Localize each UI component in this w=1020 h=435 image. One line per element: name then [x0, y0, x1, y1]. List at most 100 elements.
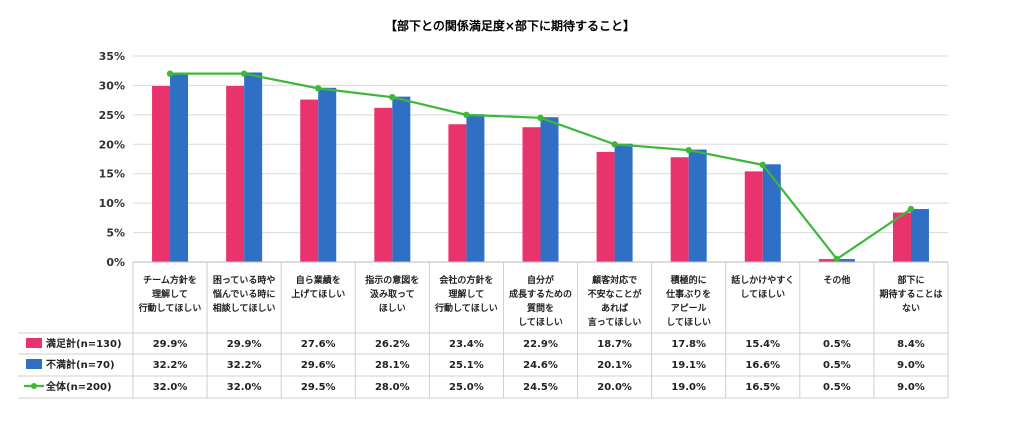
category-label: ない: [902, 303, 920, 314]
category-label: 言ってほしい: [588, 316, 642, 328]
table-value: 32.0%: [227, 382, 262, 393]
category-label: してほしい: [740, 289, 785, 300]
category-label: 困っている時や: [213, 274, 276, 286]
table-value: 16.6%: [745, 360, 780, 371]
table-value: 25.1%: [449, 360, 484, 371]
table-value: 20.0%: [597, 382, 632, 393]
bar-unsatisfied: [836, 259, 855, 262]
table-value: 9.0%: [897, 382, 925, 393]
category-label: チーム方針を: [143, 274, 197, 286]
bar-unsatisfied: [170, 72, 189, 262]
category-label: 仕事ぶりを: [665, 288, 711, 300]
category-label: 行動してほしい: [138, 302, 202, 314]
table-value: 22.9%: [523, 339, 558, 350]
table-value: 17.8%: [671, 339, 706, 350]
category-label: 汲み取って: [370, 288, 415, 300]
table-value: 16.5%: [745, 382, 780, 393]
category-label: 相談してほしい: [213, 302, 276, 314]
y-tick-label: 10%: [99, 197, 125, 210]
bar-unsatisfied: [762, 164, 781, 262]
category-label: してほしい: [518, 317, 563, 328]
table-value: 20.1%: [597, 360, 632, 371]
y-tick-label: 25%: [99, 109, 125, 122]
bar-satisfied: [448, 124, 467, 262]
category-label: 指示の意図を: [365, 274, 419, 286]
y-tick-label: 20%: [99, 138, 125, 151]
table-value: 25.0%: [449, 382, 484, 393]
bar-satisfied: [152, 86, 171, 262]
table-value: 19.1%: [671, 360, 706, 371]
category-label: 悩んでいる時に: [212, 288, 276, 300]
line-point: [611, 141, 618, 148]
category-label: その他: [823, 274, 850, 286]
bar-unsatisfied: [910, 209, 929, 262]
legend-label: 不満計(n=70): [46, 358, 115, 371]
bar-satisfied: [226, 86, 245, 262]
category-label: 自ら業績を: [296, 274, 341, 286]
category-label: ほしい: [379, 303, 406, 314]
category-label: あれば: [601, 302, 628, 314]
category-label: 理解して: [449, 288, 485, 300]
table-value: 32.2%: [227, 360, 262, 371]
table-value: 0.5%: [823, 382, 851, 393]
category-label: してほしい: [666, 317, 711, 328]
line-point: [537, 114, 544, 122]
category-label: 行動してほしい: [434, 302, 498, 314]
table-value: 32.0%: [153, 382, 188, 393]
bar-satisfied: [596, 151, 615, 262]
line-point: [907, 205, 915, 213]
category-label: 部下に: [897, 274, 924, 286]
line-point: [759, 161, 766, 169]
category-label: 話しかけやすく: [731, 274, 794, 286]
table-value: 29.5%: [301, 382, 336, 393]
bar-satisfied: [670, 157, 689, 262]
line-point: [240, 70, 248, 77]
table-value: 18.7%: [597, 339, 632, 350]
legend-label: 全体(n=200): [45, 380, 112, 393]
bar-satisfied: [374, 107, 393, 263]
y-tick-label: 30%: [99, 79, 125, 92]
bar-satisfied: [744, 171, 763, 262]
table-value: 26.2%: [375, 339, 410, 350]
table-value: 9.0%: [897, 360, 925, 371]
bar-unsatisfied: [318, 87, 337, 262]
category-label: 上げてほしい: [291, 288, 345, 300]
bar-satisfied: [300, 99, 319, 262]
table-value: 29.6%: [301, 360, 336, 371]
table-value: 29.9%: [227, 339, 262, 350]
table-value: 32.2%: [153, 360, 188, 371]
table-value: 19.0%: [671, 382, 706, 393]
category-label: 質問を: [527, 302, 554, 314]
table-value: 15.4%: [745, 339, 780, 350]
y-tick-label: 0%: [106, 256, 125, 269]
category-label: 成長するための: [509, 288, 572, 300]
bar-unsatisfied: [466, 114, 485, 262]
bar-satisfied: [818, 259, 837, 262]
line-point: [685, 146, 692, 154]
category-label: 自分が: [527, 274, 555, 286]
bar-unsatisfied: [244, 72, 263, 262]
table-value: 8.4%: [897, 339, 925, 350]
y-tick-label: 5%: [106, 227, 125, 240]
table-value: 28.1%: [375, 360, 410, 371]
category-label: 期待することは: [879, 288, 942, 300]
bar-unsatisfied: [540, 117, 559, 262]
line-point: [315, 85, 322, 92]
legend-label: 満足計(n=130): [46, 337, 122, 350]
table-value: 24.6%: [523, 360, 558, 371]
table-value: 28.0%: [375, 382, 410, 393]
category-label: 不安なことが: [588, 288, 643, 300]
bar-unsatisfied: [392, 96, 411, 263]
table-value: 23.4%: [449, 339, 484, 350]
category-label: 会社の方針を: [439, 274, 493, 286]
category-label: 理解して: [152, 288, 188, 300]
bar-satisfied: [522, 127, 541, 263]
table-value: 24.5%: [523, 382, 558, 393]
y-tick-label: 15%: [99, 168, 125, 181]
legend-swatch: [26, 359, 42, 369]
category-label: アピール: [671, 302, 707, 314]
chart-title: 【部下との関係満足度×部下に期待すること】: [385, 18, 635, 33]
bar-satisfied: [892, 212, 911, 262]
line-point: [833, 255, 841, 263]
